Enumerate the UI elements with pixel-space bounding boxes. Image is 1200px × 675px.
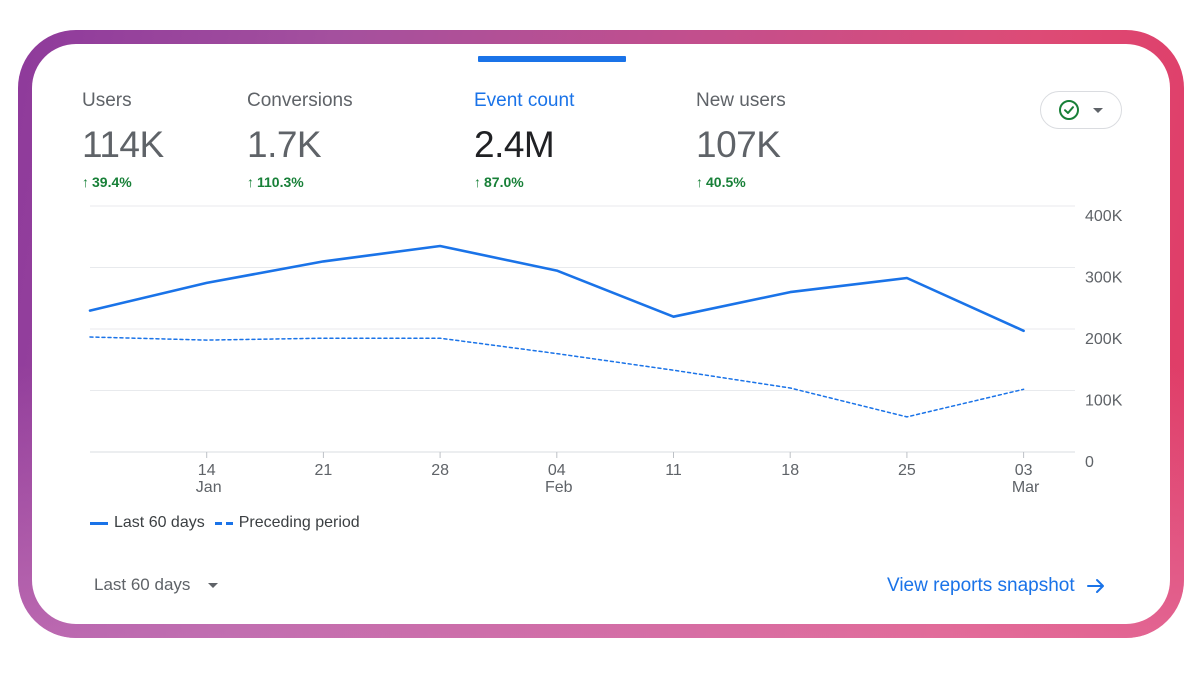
metric-value: 114K <box>82 124 164 165</box>
solid-line-swatch <box>90 521 108 525</box>
arrow-right-icon <box>1086 579 1104 593</box>
x-tick-month-label: Feb <box>545 479 573 496</box>
series-line-last-60-days <box>88 244 1025 333</box>
legend-label-current: Last 60 days <box>114 514 205 531</box>
metric-value: 107K <box>696 124 781 165</box>
x-tick-label: 25 <box>898 462 916 479</box>
caret-down-icon <box>208 582 219 588</box>
caret-down-icon <box>1093 107 1103 113</box>
y-tick-label: 300K <box>1085 270 1123 287</box>
metric-change: ↑ 110.3% <box>247 174 304 190</box>
metric-label: Conversions <box>247 90 353 111</box>
x-tick-month-label: Jan <box>196 479 222 496</box>
active-tab-indicator <box>478 56 626 62</box>
y-tick-label: 100K <box>1085 393 1123 410</box>
date-range-label: Last 60 days <box>94 575 191 594</box>
chart-legend: Last 60 days Preceding period <box>90 514 370 532</box>
metric-label: New users <box>696 90 786 111</box>
y-tick-label: 400K <box>1085 208 1123 225</box>
y-tick-label: 0 <box>1085 454 1094 471</box>
metric-tab-users[interactable]: Users 114K ↑ 39.4% <box>82 90 164 190</box>
metric-tab-new-users[interactable]: New users 107K ↑ 40.5% <box>696 90 786 190</box>
snapshot-link-label: View reports snapshot <box>887 575 1075 596</box>
metric-change: ↑ 40.5% <box>696 174 746 190</box>
metric-change: ↑ 39.4% <box>82 174 132 190</box>
x-tick-label: 28 <box>431 462 449 479</box>
metric-label: Users <box>82 90 132 111</box>
metric-label: Event count <box>474 90 575 111</box>
up-arrow-icon: ↑ <box>247 174 254 190</box>
date-range-dropdown[interactable]: Last 60 days <box>94 575 219 595</box>
y-tick-label: 200K <box>1085 331 1123 348</box>
metric-value: 1.7K <box>247 124 322 165</box>
x-tick-month-label: Mar <box>1012 479 1040 496</box>
series-line-preceding-period <box>89 336 1025 418</box>
overview-card <box>32 44 1170 624</box>
x-tick-label: 04 <box>548 462 566 479</box>
legend-item-current: Last 60 days <box>90 514 205 532</box>
check-circle-icon <box>1059 100 1079 120</box>
dashed-line-swatch <box>214 521 233 525</box>
legend-item-previous: Preceding period <box>214 514 360 532</box>
metric-tab-conversions[interactable]: Conversions 1.7K ↑ 110.3% <box>247 90 353 190</box>
legend-label-previous: Preceding period <box>238 514 360 531</box>
up-arrow-icon: ↑ <box>82 174 89 190</box>
x-tick-label: 18 <box>781 462 799 479</box>
metric-tab-event-count[interactable]: Event count 2.4M ↑ 87.0% <box>474 90 574 190</box>
x-tick-label: 14 <box>198 462 216 479</box>
x-tick-label: 03 <box>1015 462 1033 479</box>
up-arrow-icon: ↑ <box>474 174 481 190</box>
x-tick-label: 11 <box>665 462 682 479</box>
up-arrow-icon: ↑ <box>696 174 703 190</box>
x-tick-label: 21 <box>315 462 333 479</box>
metric-value: 2.4M <box>474 124 555 165</box>
view-reports-snapshot-link[interactable]: View reports snapshot <box>887 575 1105 597</box>
insights-status-dropdown[interactable] <box>1040 91 1122 129</box>
metric-change: ↑ 87.0% <box>474 174 524 190</box>
